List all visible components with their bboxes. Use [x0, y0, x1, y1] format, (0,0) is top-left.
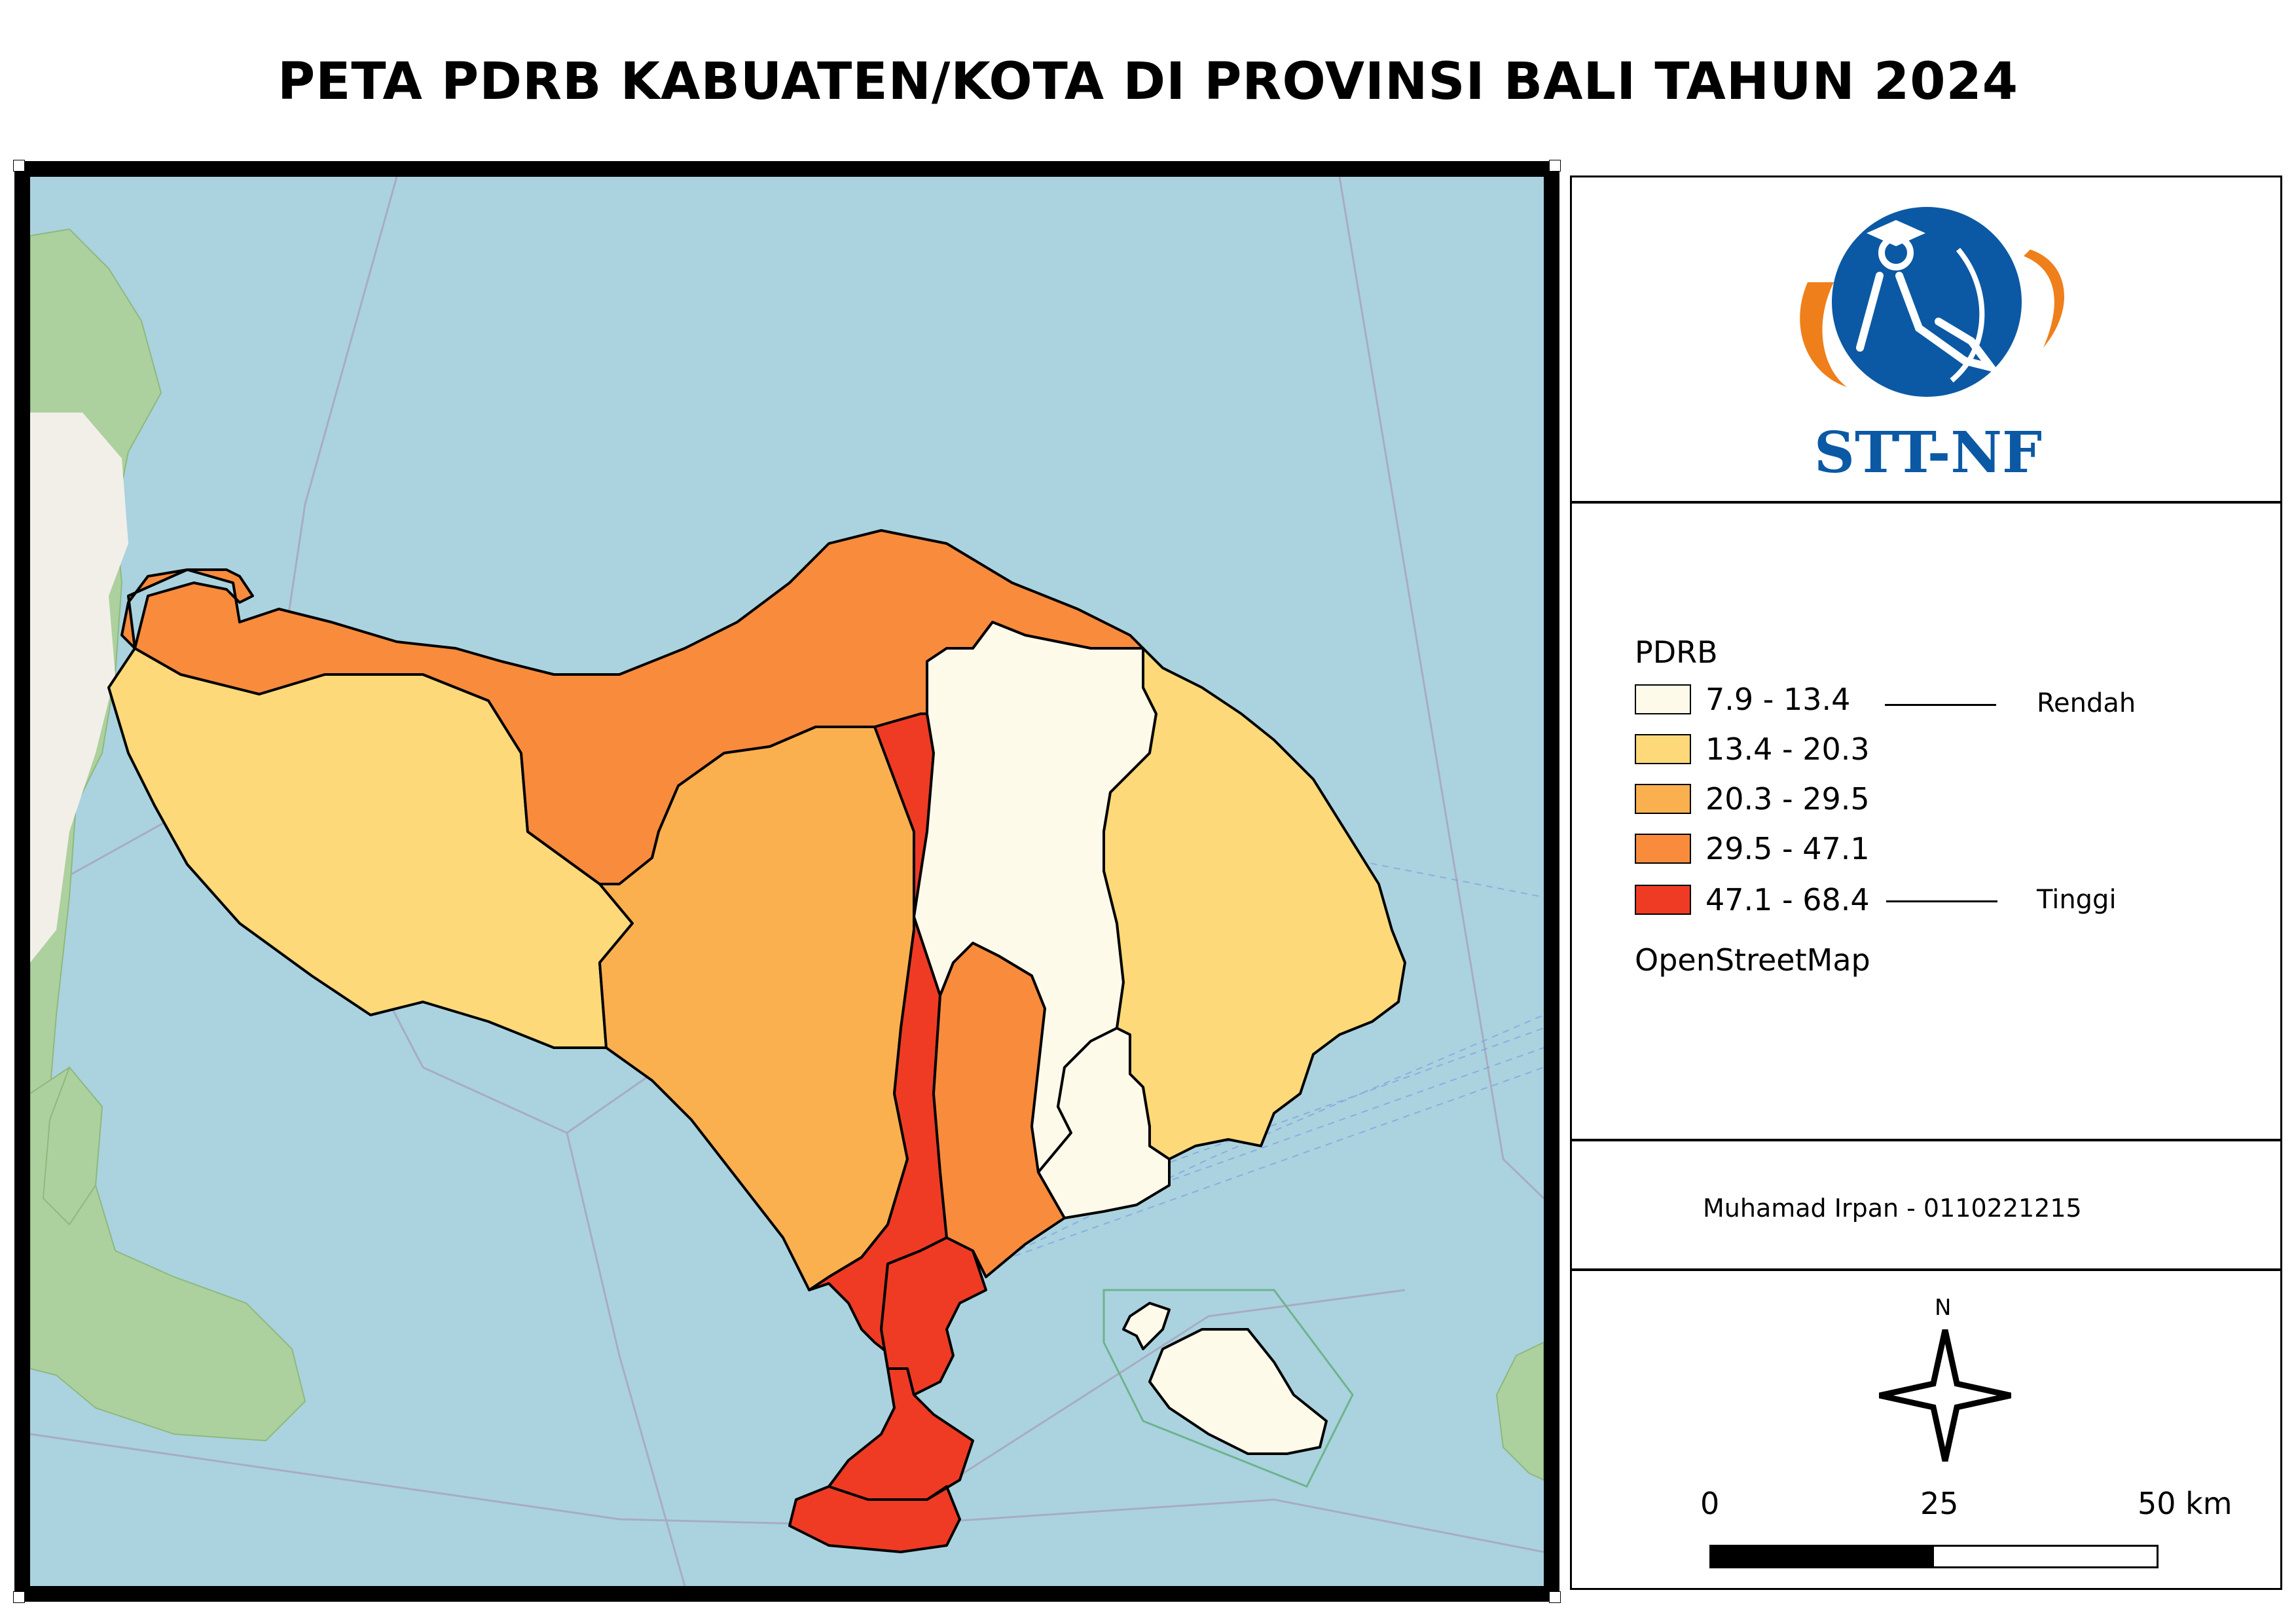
frame-corner — [1549, 160, 1561, 172]
legend-label: 29.5 - 47.1 — [1705, 831, 1870, 866]
logo-orange-swoosh — [2024, 249, 2065, 348]
scale-label-25: 25 — [1920, 1486, 1959, 1521]
legend-high-line — [1886, 900, 1997, 902]
scale-label-50: 50 km — [2138, 1486, 2232, 1521]
logo-text: STT-NF — [1813, 420, 2043, 486]
scale-bar-black-segment — [1711, 1547, 1934, 1566]
legend-title: PDRB — [1635, 635, 1718, 670]
author-text: Muhamad Irpan - 0110221215 — [1703, 1194, 2082, 1223]
legend-low-line — [1885, 704, 1996, 706]
author-box: Muhamad Irpan - 0110221215 — [1570, 1139, 2282, 1270]
scale-label-0: 0 — [1700, 1486, 1720, 1521]
region-nusa-penida[interactable] — [1148, 1328, 1328, 1455]
legend-box: PDRB 7.9 - 13.4 13.4 - 20.3 20.3 - 29.5 … — [1570, 502, 2282, 1141]
region-karangasem[interactable] — [1102, 647, 1406, 1160]
north-arrow-star-icon — [1879, 1329, 2011, 1462]
legend-label: 47.1 - 68.4 — [1705, 882, 1870, 917]
legend-swatch — [1635, 734, 1691, 764]
frame-corner — [13, 1591, 25, 1603]
north-label: N — [1935, 1295, 1952, 1321]
legend-source: OpenStreetMap — [1635, 942, 1870, 978]
north-scale-box: N 0 25 50 km — [1570, 1269, 2282, 1590]
scale-bar — [1709, 1545, 2159, 1568]
frame-corner — [1549, 1591, 1561, 1603]
map-frame — [13, 160, 1561, 1603]
map-title: PETA PDRB KABUATEN/KOTA DI PROVINSI BALI… — [277, 52, 2019, 111]
legend-label: 20.3 - 29.5 — [1705, 781, 1870, 817]
side-panel: STT-NF PDRB 7.9 - 13.4 13.4 - 20.3 20.3 … — [1570, 175, 2284, 1590]
graduate-globe-logo — [1800, 207, 2065, 397]
legend-swatch — [1635, 684, 1691, 714]
legend-label: 13.4 - 20.3 — [1705, 731, 1870, 767]
legend-swatch — [1635, 834, 1691, 864]
legend-high-label: Tinggi — [2037, 885, 2117, 915]
java-land — [30, 228, 306, 1442]
legend-label: 7.9 - 13.4 — [1705, 682, 1851, 717]
frame-corner — [13, 160, 25, 172]
nusa-penida-marine-area — [1102, 1289, 1354, 1488]
logo-orange-swoosh — [1800, 282, 1847, 387]
region-nusa-lembongan[interactable] — [1122, 1302, 1171, 1350]
legend-low-label: Rendah — [2037, 688, 2136, 718]
logo-box: STT-NF — [1570, 175, 2282, 503]
map-canvas[interactable] — [30, 177, 1544, 1586]
bali-regencies — [107, 529, 1406, 1553]
lombok-land — [1495, 1341, 1544, 1481]
legend-swatch — [1635, 784, 1691, 814]
legend-swatch — [1635, 885, 1691, 915]
